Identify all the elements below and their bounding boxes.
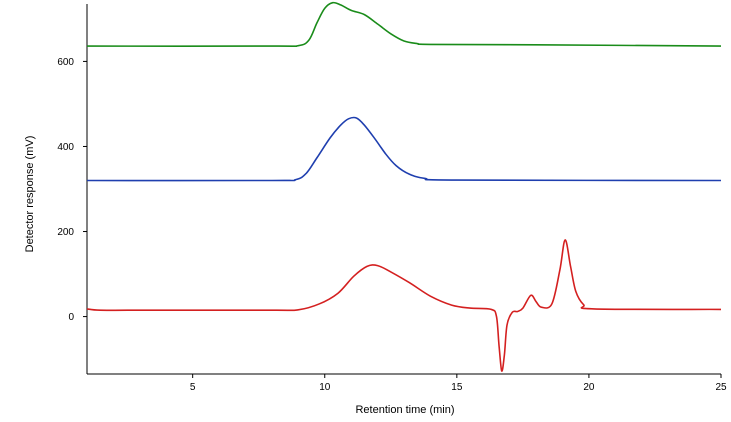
series-group bbox=[86, 1, 722, 372]
series-line-green bbox=[86, 1, 722, 48]
series-line-blue bbox=[86, 116, 722, 182]
x-tick-label: 20 bbox=[583, 382, 595, 393]
x-tick-label: 15 bbox=[451, 382, 463, 393]
x-tick-label: 5 bbox=[190, 382, 196, 393]
y-tick-label: 600 bbox=[57, 57, 74, 68]
x-axis-label: Retention time (min) bbox=[355, 404, 454, 416]
x-tick-label: 10 bbox=[319, 382, 331, 393]
y-axis-label: Detector response (mV) bbox=[24, 136, 36, 253]
y-tick-label: 400 bbox=[57, 142, 74, 153]
x-tick-label: 25 bbox=[715, 382, 727, 393]
y-tick-label: 200 bbox=[57, 227, 74, 238]
y-tick-label: 0 bbox=[68, 312, 74, 323]
axes: 5 10 15 20 25 0 200 400 600 bbox=[57, 4, 727, 393]
series-line-red bbox=[86, 239, 722, 372]
